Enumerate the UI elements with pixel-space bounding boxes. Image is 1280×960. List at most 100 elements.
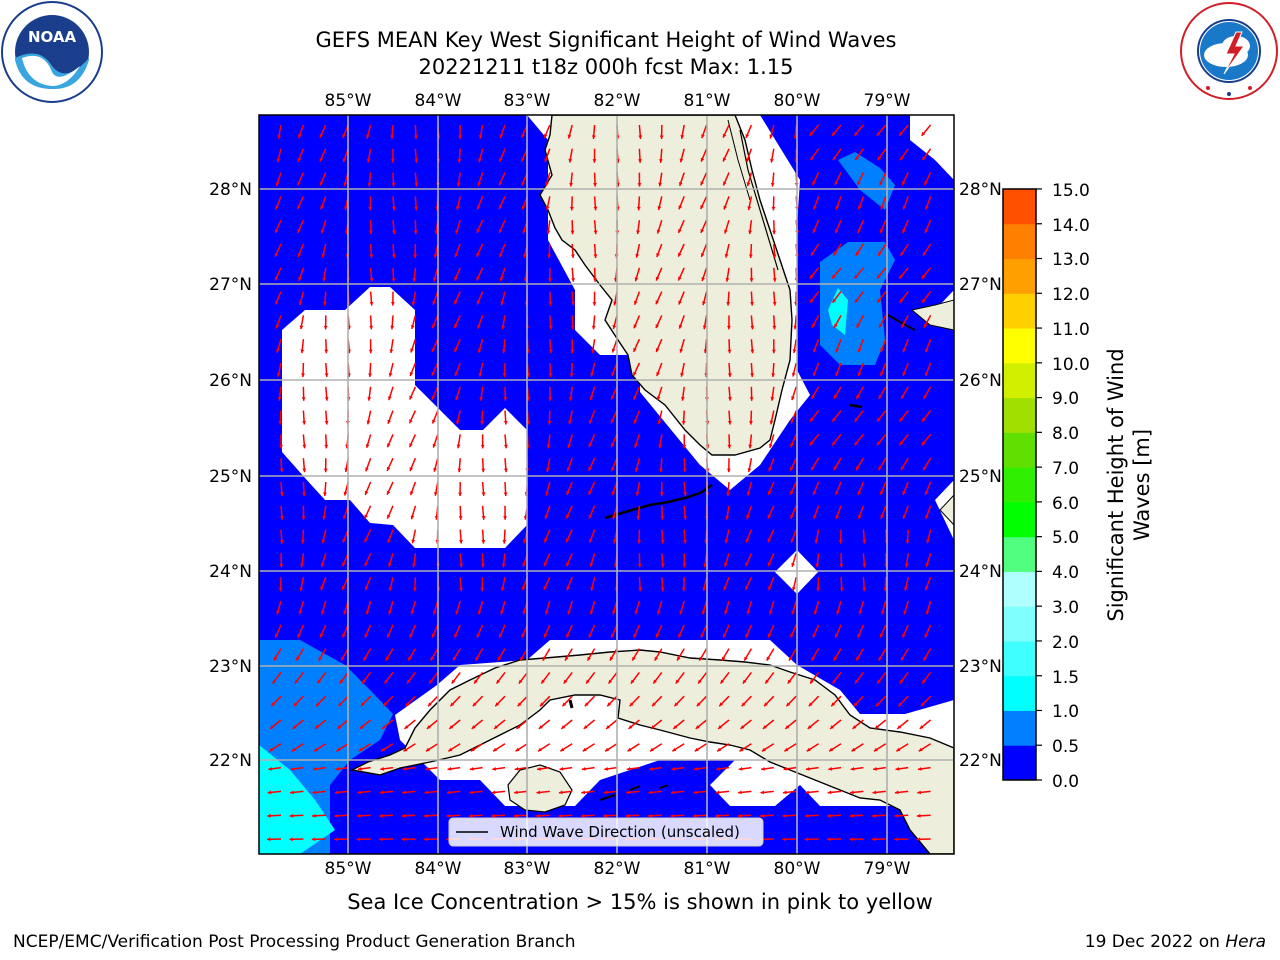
wind-arrow-head	[608, 679, 613, 684]
wind-arrow-head	[648, 813, 652, 818]
wind-arrow-head	[920, 702, 925, 707]
wind-arrow-head	[454, 276, 458, 281]
wind-arrow-head	[923, 656, 927, 661]
lat-label: 25°N	[209, 467, 252, 487]
wind-arrow-head	[745, 585, 749, 590]
wind-arrow-head	[342, 133, 346, 138]
wind-arrow-head	[655, 276, 660, 281]
wind-arrow-head	[902, 229, 906, 234]
wind-arrow-head	[590, 586, 595, 591]
wind-arrow-head	[339, 679, 344, 684]
wind-arrow-head	[479, 396, 484, 401]
wind-arrow-head	[301, 516, 306, 520]
wind-arrow-head	[446, 790, 451, 795]
wind-arrow-head	[633, 633, 637, 638]
wind-arrow-head	[926, 539, 930, 544]
wind-arrow-head	[832, 131, 836, 136]
wind-arrow-head	[632, 656, 636, 661]
wind-arrow-head	[410, 491, 414, 496]
wind-arrow-head	[924, 372, 929, 377]
wind-arrow-head	[566, 514, 570, 519]
wind-arrow-head	[738, 766, 743, 771]
wind-arrow-head	[387, 633, 391, 638]
wind-arrow-head	[431, 395, 436, 400]
lon-label: 85°W	[325, 859, 372, 879]
branch-credit: NCEP/EMC/Verification Post Processing Pr…	[13, 932, 576, 952]
wind-arrow-head	[450, 702, 455, 707]
wind-arrow-head	[723, 181, 727, 186]
wind-arrow-head	[921, 441, 926, 446]
wind-arrow-head	[322, 277, 327, 282]
colorbar-tick: 4.0	[1052, 563, 1079, 583]
wind-arrow-head	[873, 766, 877, 771]
wind-arrow-head	[521, 157, 525, 162]
wind-arrow-head	[521, 205, 526, 210]
wind-arrow-head	[876, 702, 880, 707]
wind-arrow-head	[849, 813, 854, 818]
wind-arrow-head	[770, 158, 774, 163]
wind-arrow-head	[581, 790, 585, 795]
lat-label: 24°N	[959, 562, 1002, 582]
wind-arrow-head	[276, 372, 281, 377]
wind-arrow-head	[876, 274, 881, 279]
wind-arrow-head	[790, 443, 794, 448]
wind-arrow-head	[426, 725, 431, 729]
wind-arrow-head	[727, 444, 732, 449]
wind-arrow-head	[334, 837, 338, 842]
wind-arrow-head	[849, 837, 854, 842]
wind-arrow-head	[767, 633, 772, 638]
wind-arrow-head	[902, 205, 907, 210]
wind-arrow-head	[364, 490, 369, 495]
colorbar-segment	[1003, 536, 1036, 572]
wind-arrow-head	[815, 563, 820, 568]
wind-arrow-head	[678, 252, 682, 257]
wind-arrow-head	[715, 790, 720, 795]
wind-arrow-head	[899, 131, 903, 136]
wind-arrow-head	[500, 610, 504, 615]
colorbar-segment	[1003, 432, 1036, 468]
wind-arrow-head	[678, 228, 682, 233]
wind-arrow-head	[719, 702, 724, 707]
wind-arrow-head	[723, 205, 728, 210]
wind-arrow-head	[409, 633, 413, 638]
wind-arrow-head	[342, 538, 347, 543]
wind-arrow-head	[321, 539, 326, 544]
wind-arrow-head	[606, 725, 611, 729]
wind-arrow-head	[856, 466, 860, 471]
wind-arrow-head	[722, 157, 727, 162]
wind-arrow-head	[499, 633, 503, 638]
wind-arrow-head	[833, 656, 838, 661]
wind-arrow-head	[724, 253, 729, 258]
wind-arrow-head	[833, 394, 838, 399]
wind-arrow-head	[761, 747, 766, 752]
wind-arrow-head	[581, 766, 586, 771]
wind-arrow-head	[728, 397, 732, 401]
wind-arrow-head	[880, 348, 884, 353]
wind-arrow-head	[386, 490, 391, 495]
wind-arrow-head	[391, 278, 396, 282]
lat-label: 25°N	[959, 467, 1002, 487]
wind-arrow-head	[854, 274, 859, 279]
wind-arrow-head	[368, 206, 373, 211]
wind-arrow-head	[543, 633, 548, 638]
wind-arrow-head	[857, 372, 862, 377]
lon-label: 81°W	[684, 91, 731, 111]
wind-arrow-head	[414, 159, 419, 163]
wind-arrow-head	[831, 702, 836, 707]
wind-arrow-head	[745, 633, 749, 638]
colorbar-tick: 1.5	[1052, 668, 1079, 688]
wind-arrow-head	[603, 813, 607, 818]
map-gridlines	[259, 115, 954, 854]
wind-arrow-head	[894, 790, 899, 795]
wind-arrow-head	[835, 514, 840, 519]
wind-arrow-head	[278, 420, 283, 425]
wind-arrow-head	[338, 702, 343, 707]
wind-arrow-head	[455, 420, 460, 425]
wind-arrow-head	[301, 373, 305, 377]
wind-arrow-head	[626, 766, 631, 771]
wind-arrow-head	[294, 679, 299, 684]
wind-arrow-head	[880, 490, 884, 495]
wind-arrow-head	[297, 633, 301, 638]
wind-arrow-head	[343, 491, 348, 496]
wind-arrow-head	[320, 586, 324, 591]
